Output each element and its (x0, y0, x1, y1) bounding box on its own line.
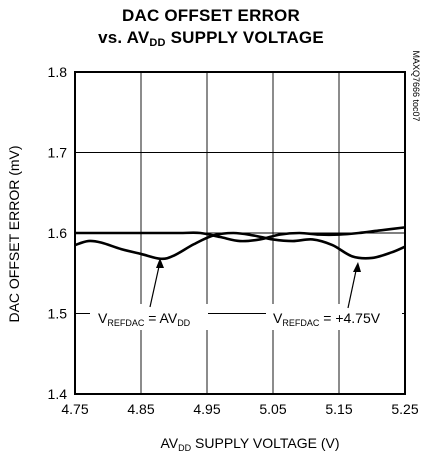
title-line2-suffix: SUPPLY VOLTAGE (165, 28, 324, 47)
series-label-2-suffix: = +4.75V (319, 310, 380, 326)
series-label-1: VREFDAC = AVDD (98, 310, 191, 328)
x-axis-label-prefix: AV (161, 435, 179, 451)
series-label-2-prefix: V (273, 310, 283, 326)
series-label-2: VREFDAC = +4.75V (273, 310, 381, 328)
y-tick-label: 1.7 (48, 145, 68, 161)
series-label-1-leader (149, 261, 161, 308)
y-axis-label: DAC OFFSET ERROR (mV) (6, 145, 22, 322)
watermark: MAXQ7666 toc07 (411, 50, 421, 121)
series-label-2-sub: REFDAC (282, 318, 320, 328)
title-line2-prefix: vs. AV (98, 28, 150, 47)
series-line-1 (75, 226, 406, 243)
series-label-1-prefix: V (98, 310, 108, 326)
x-axis-label-sub: DD (178, 443, 191, 453)
x-tick-label: 5.05 (259, 401, 286, 417)
series-label-bg-2 (266, 304, 402, 330)
series-label-1-arrowhead (156, 258, 164, 268)
series-lines (74, 226, 406, 261)
y-tick-label: 1.6 (48, 225, 68, 241)
x-tick-label: 5.15 (325, 401, 352, 417)
y-tick-label: 1.4 (48, 386, 68, 402)
x-axis-label-suffix: SUPPLY VOLTAGE (V) (191, 435, 339, 451)
x-tick-label: 5.25 (391, 401, 418, 417)
chart-title-line2: vs. AVDD SUPPLY VOLTAGE (0, 28, 422, 49)
series-label-1-suffix: = AV (144, 310, 177, 326)
x-axis-label: AVDD SUPPLY VOLTAGE (V) (161, 435, 340, 453)
chart-title-line1: DAC OFFSET ERROR (122, 6, 300, 25)
series-label-bg-1 (90, 304, 208, 330)
series-label-1-sub2: DD (177, 318, 190, 328)
plot-frame (74, 71, 406, 395)
y-tick-label: 1.8 (48, 64, 68, 80)
series-label-1-sub: REFDAC (107, 318, 145, 328)
series-line-2 (74, 231, 406, 261)
y-tick-label: 1.5 (48, 306, 68, 322)
title-line2-sub: DD (149, 37, 166, 49)
x-tick-label: 4.75 (61, 401, 88, 417)
x-tick-label: 4.85 (127, 401, 154, 417)
tick-labels: 4.75 4.85 4.95 5.05 5.15 5.25 1.4 1.5 1.6 1.7 1.8 (48, 64, 419, 417)
series-label-2-arrowhead (353, 262, 361, 272)
series-label-2-leader (347, 265, 358, 309)
x-tick-label: 4.95 (193, 401, 220, 417)
